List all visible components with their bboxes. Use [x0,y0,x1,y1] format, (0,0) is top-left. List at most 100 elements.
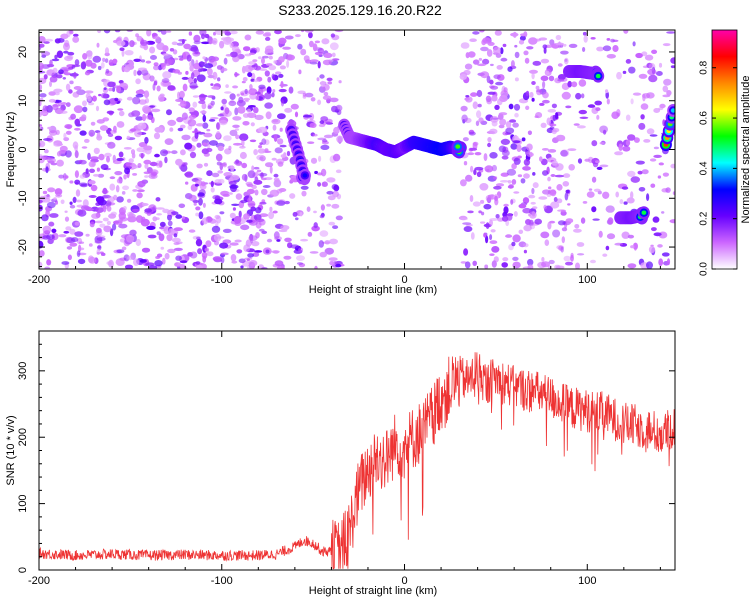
heatmap-noise-blob [551,103,558,109]
heatmap-noise-blob [326,177,336,183]
heatmap-noise-blob [565,261,573,266]
heatmap-noise-blob [467,210,474,214]
heatmap-noise-blob [69,180,74,184]
heatmap-noise-blob [114,171,123,176]
heatmap-noise-blob [69,80,74,85]
heatmap-noise-blob [322,241,331,244]
heatmap-noise-blob [203,132,213,138]
heatmap-noise-blob [189,81,198,90]
heatmap-noise-blob [496,65,503,70]
heatmap-noise-blob [518,39,525,45]
heatmap-noise-blob [173,233,178,238]
heatmap-noise-blob [663,78,672,86]
heatmap-noise-blob [65,124,72,130]
heatmap-noise-blob [540,122,547,128]
heatmap-noise-blob [90,184,98,192]
heatmap-noise-blob [523,243,529,248]
heatmap-noise-blob [130,128,137,132]
heatmap-noise-blob [78,241,85,244]
heatmap-noise-blob [593,188,601,192]
heatmap-noise-blob [661,211,665,214]
heatmap-noise-blob [217,77,221,82]
heatmap-noise-blob [325,121,331,124]
heatmap-noise-blob [223,172,233,177]
heatmap-noise-blob [108,87,113,92]
heatmap-noise-blob [588,188,593,191]
heatmap-noise-blob [143,145,153,151]
heatmap-noise-blob [278,37,287,45]
heatmap-noise-blob [289,193,296,199]
heatmap-noise-blob [638,122,646,130]
heatmap-noise-blob [273,60,278,64]
colorbar-tick-label: 0.8 [699,60,710,74]
heatmap-noise-blob [175,255,182,261]
heatmap-noise-blob [167,248,176,254]
heatmap-noise-blob [72,141,79,149]
heatmap-noise-blob [142,149,147,153]
heatmap-noise-blob [469,147,478,151]
heatmap-noise-blob [649,134,658,137]
heatmap-noise-blob [633,242,638,251]
heatmap-noise-blob [198,61,205,68]
heatmap-noise-blob [181,216,186,220]
heatmap-noise-blob [476,89,483,98]
heatmap-noise-blob [188,107,195,113]
heatmap-noise-blob [137,67,148,72]
heatmap-noise-blob [96,251,101,255]
heatmap-noise-blob [500,57,508,62]
colorbar-gradient [711,29,738,270]
heatmap-noise-blob [167,212,172,216]
heatmap-noise-blob [542,170,549,176]
heatmap-noise-blob [106,261,113,265]
heatmap-noise-blob [143,171,152,175]
heatmap-noise-blob [527,130,533,136]
heatmap-noise-blob [113,125,117,133]
heatmap-noise-blob [239,133,249,141]
heatmap-noise-blob [314,170,318,175]
heatmap-noise-blob [575,262,580,269]
heatmap-noise-blob [74,150,79,159]
heatmap-noise-blob [92,55,102,63]
heatmap-noise-blob [126,198,132,203]
heatmap-noise-blob [118,223,128,229]
heatmap-noise-blob [666,31,675,34]
heatmap-noise-blob [329,260,335,266]
heatmap-noise-blob [42,105,48,111]
heatmap-noise-blob [309,61,318,65]
heatmap-noise-blob [43,138,53,141]
heatmap-noise-blob [65,226,72,231]
heatmap-noise-blob [527,213,531,217]
heatmap-noise-blob [335,215,343,221]
heatmap-noise-blob [630,191,634,199]
heatmap-noise-blob [483,232,487,238]
heatmap-noise-blob [220,190,230,196]
heatmap-noise-blob [146,30,152,37]
heatmap-noise-blob [88,243,93,247]
heatmap-noise-blob [216,122,221,130]
heatmap-noise-blob [96,237,106,241]
heatmap-noise-blob [104,47,110,55]
heatmap-noise-blob [642,93,646,102]
heatmap-noise-blob [80,61,87,70]
heatmap-noise-blob [232,207,236,211]
heatmap-noise-blob [495,81,504,86]
heatmap-noise-blob [132,189,138,192]
heatmap-noise-blob [81,114,87,121]
heatmap-noise-blob [606,54,616,59]
heatmap-noise-blob [198,197,203,206]
heatmap-noise-blob [525,105,530,111]
heatmap-noise-blob [107,141,116,149]
heatmap-noise-blob [465,52,470,59]
heatmap-noise-blob [526,46,534,50]
heatmap-noise-blob [231,260,238,264]
heatmap-noise-blob [250,206,256,212]
heatmap-noise-blob [87,96,92,102]
heatmap-noise-blob [164,138,174,146]
heatmap-noise-blob [625,139,631,146]
heatmap-noise-blob [74,59,80,66]
heatmap-noise-blob [234,239,242,243]
heatmap-noise-blob [514,112,519,118]
heatmap-noise-blob [308,40,314,48]
heatmap-noise-blob [523,173,530,179]
heatmap-noise-blob [212,71,218,80]
